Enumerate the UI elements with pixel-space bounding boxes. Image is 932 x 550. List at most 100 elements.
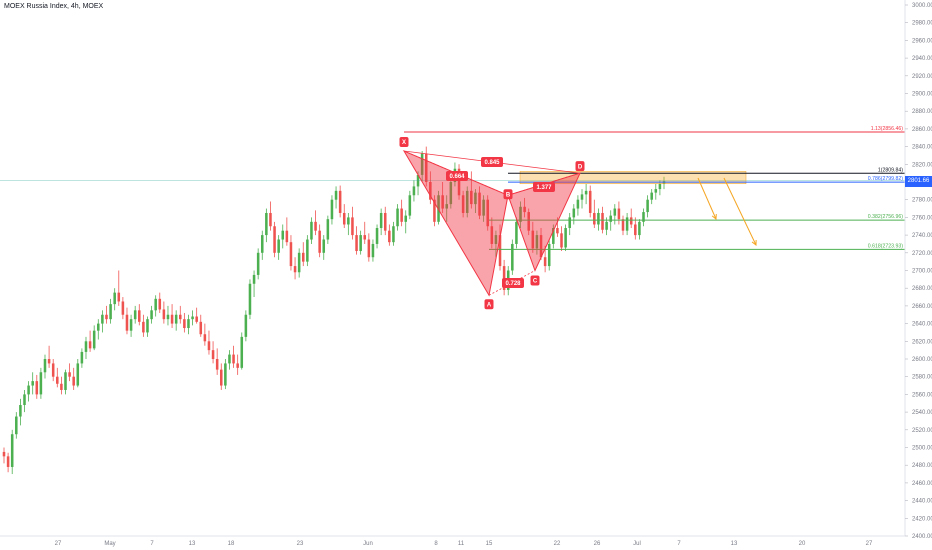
candle-body	[490, 226, 494, 244]
price-tick-label: 2420.00	[912, 516, 932, 522]
candle-body	[576, 199, 580, 209]
time-tick-label: 20	[799, 541, 806, 547]
price-tick-label: 2620.00	[912, 339, 932, 345]
projection-arrowhead	[711, 213, 717, 221]
time-tick-label: 13	[731, 541, 738, 547]
candle-body	[174, 314, 178, 324]
candle-body	[80, 351, 84, 364]
time-tick-label: 7	[677, 541, 681, 547]
candle-body	[564, 228, 567, 248]
fib-level-label: 0.618(2723.93)	[868, 243, 903, 249]
candle-body	[445, 204, 449, 209]
price-tick-label: 2880.00	[912, 109, 932, 115]
candle-body	[383, 212, 387, 231]
price-tick-label: 2840.00	[912, 145, 932, 151]
candle-body	[101, 314, 104, 324]
time-tick-label: 11	[458, 541, 465, 547]
candle-body	[47, 359, 51, 364]
candle-body	[433, 199, 436, 222]
candle-body	[19, 405, 22, 417]
ratio-ac-bg	[502, 278, 524, 288]
candle-body	[183, 319, 186, 329]
candle-body	[27, 385, 30, 395]
fib-level-label: 0.786(2799.82)	[868, 176, 903, 182]
pattern-point-b-bg	[503, 189, 513, 200]
candle-body	[252, 274, 256, 284]
candle-body	[437, 195, 440, 222]
candle-body	[10, 434, 14, 467]
time-tick-label: 27	[55, 541, 62, 547]
candle-body	[219, 369, 223, 386]
price-tick-label: 2920.00	[912, 74, 932, 80]
candle-body	[138, 310, 141, 322]
time-tick-label: 18	[228, 541, 235, 547]
candle-body	[199, 321, 203, 335]
price-tick-label: 2540.00	[912, 410, 932, 416]
candle-body	[609, 215, 612, 222]
price-tick-label: 3000.00	[912, 3, 932, 9]
time-axis[interactable]: 27 May 7 13 18 23 Jun 8 11 15 22 26 Jul 7 13 20 27	[0, 535, 905, 547]
time-tick-label: 7	[150, 541, 154, 547]
candle-body	[511, 243, 514, 271]
candle-body	[326, 219, 330, 240]
candle-body	[424, 153, 428, 182]
candle-body	[322, 239, 326, 253]
candle-body	[523, 206, 526, 213]
candle-body	[150, 310, 153, 320]
candle-body	[260, 235, 264, 253]
candle-body	[478, 192, 481, 216]
candle-body	[314, 221, 317, 231]
price-tick-label: 2780.00	[912, 198, 932, 204]
fib-level-label: 1(2809.84)	[878, 167, 903, 173]
candle-body	[543, 257, 547, 267]
price-tick-label: 2900.00	[912, 92, 932, 98]
price-tick-label: 2940.00	[912, 56, 932, 62]
candle-body	[359, 235, 362, 252]
candle-body	[408, 195, 412, 216]
candle-body	[277, 239, 280, 253]
candle-body	[203, 334, 207, 342]
symbol-title: MOEX Russia Index, 4h, MOEX	[4, 3, 104, 10]
candle-body	[605, 221, 608, 230]
time-tick-label: May	[104, 541, 115, 547]
candle-body	[281, 230, 285, 240]
candle-body	[617, 208, 621, 220]
candle-body	[474, 192, 477, 205]
price-tick-label: 2820.00	[912, 162, 932, 168]
candle-body	[375, 228, 379, 244]
candle-body	[269, 212, 272, 227]
price-axis[interactable]: 2400.00 2420.00 2440.00 2460.00 2480.00 2500.…	[904, 0, 932, 540]
price-tick-label: 2400.00	[912, 534, 932, 540]
time-tick-label: Jun	[363, 541, 373, 547]
candle-body	[142, 321, 145, 333]
candle-body	[658, 183, 662, 190]
candle-body	[412, 186, 416, 196]
candle-body	[179, 314, 182, 320]
candle-body	[531, 230, 535, 249]
candle-body	[338, 190, 342, 213]
candle-body	[613, 208, 617, 216]
candle-body	[244, 314, 248, 337]
price-tick-label: 2680.00	[912, 286, 932, 292]
time-tick-label: 15	[486, 541, 493, 547]
last-price-badge: 2801.66	[905, 176, 932, 187]
time-tick-label: 23	[297, 541, 304, 547]
ratio-xd-bg	[481, 157, 503, 167]
candle-body	[215, 359, 219, 370]
price-tick-label: 2660.00	[912, 304, 932, 310]
candle-body	[211, 350, 215, 359]
candle-body	[634, 224, 637, 236]
candle-body	[232, 354, 235, 364]
candle-body	[396, 208, 399, 227]
projection-arrow	[723, 177, 757, 246]
candle-body	[273, 226, 276, 253]
price-tick-label: 2580.00	[912, 375, 932, 381]
candle-body	[572, 208, 576, 218]
candle-body	[400, 208, 403, 222]
time-tick-label: 22	[554, 541, 561, 547]
candle-body	[420, 153, 424, 175]
candle-body	[318, 230, 321, 253]
price-tick-label: 2980.00	[912, 21, 932, 27]
candle-body	[31, 381, 34, 386]
